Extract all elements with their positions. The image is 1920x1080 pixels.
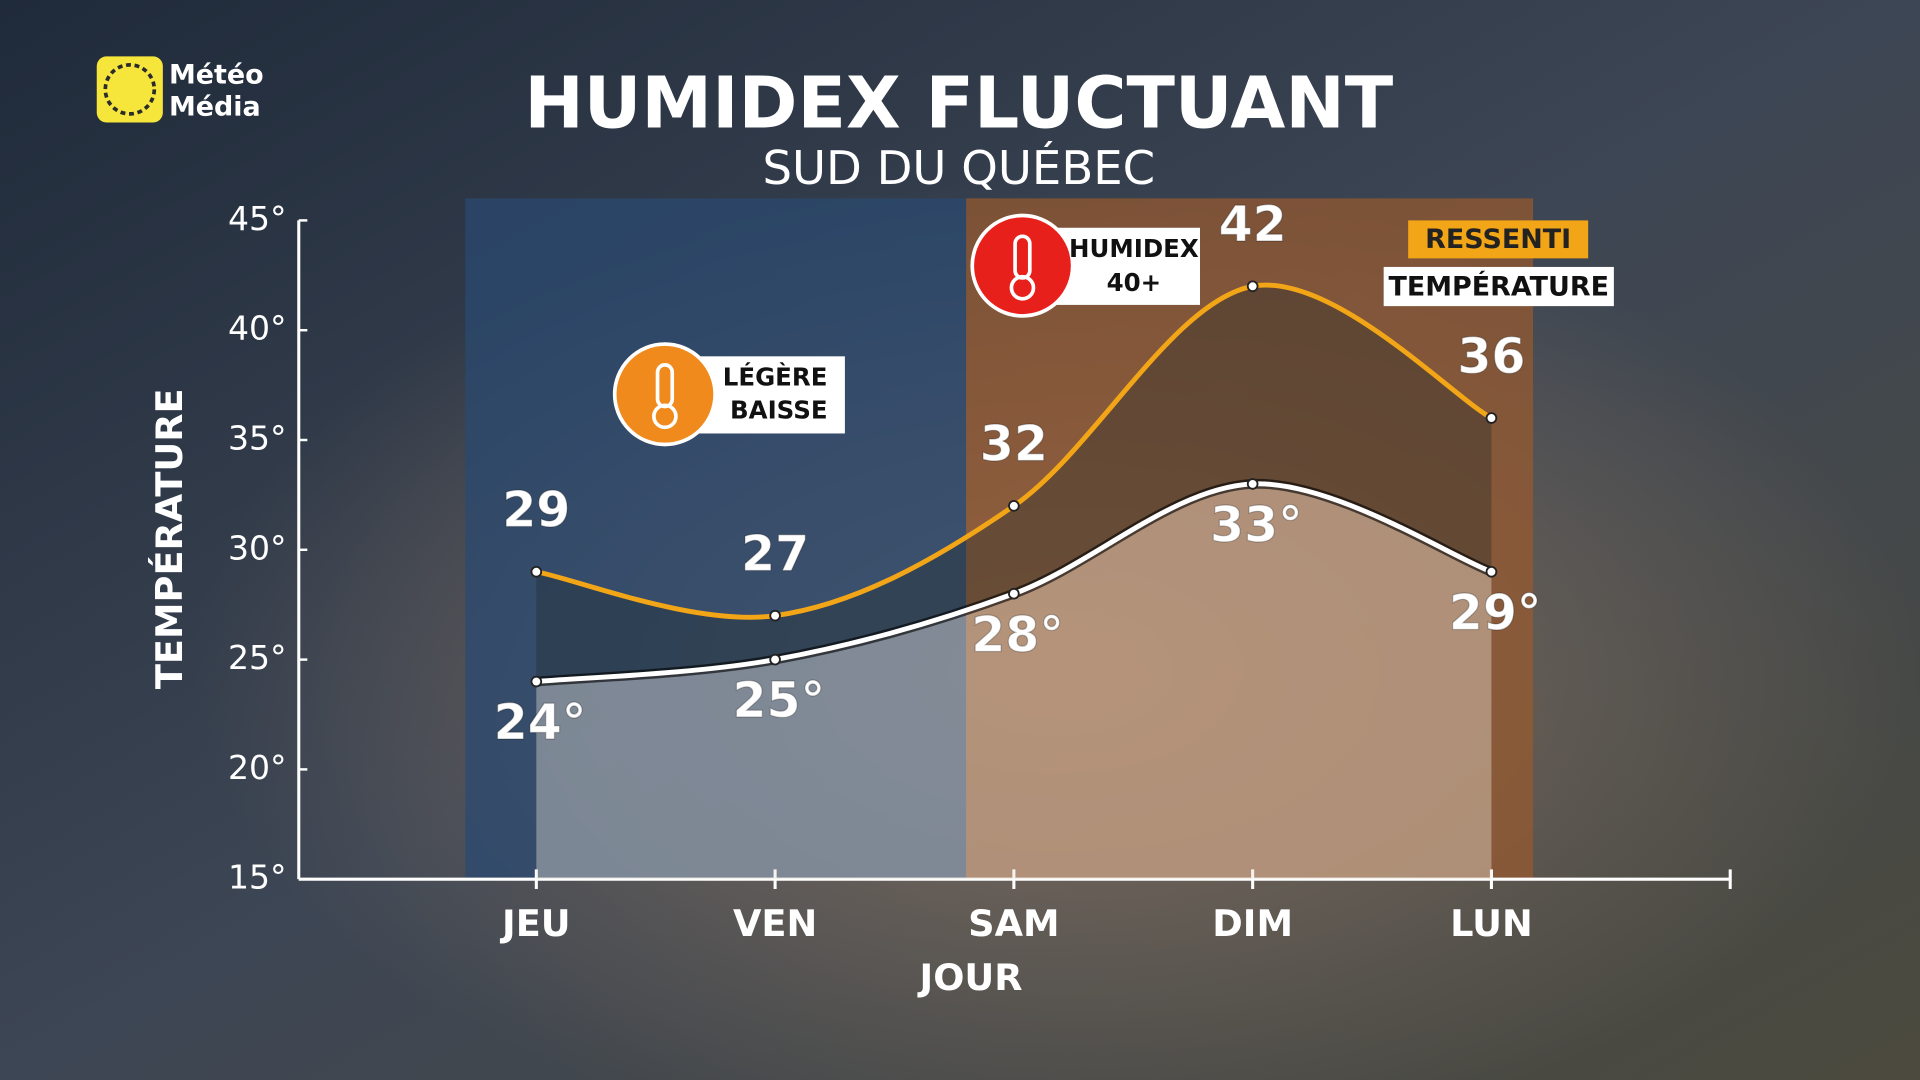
x-tick-label: LUN — [1450, 902, 1533, 945]
point — [1485, 412, 1498, 424]
point — [530, 675, 543, 688]
x-tick-label: VEN — [733, 902, 817, 945]
annotation-text: HUMIDEX — [1069, 234, 1199, 263]
point — [1008, 587, 1020, 600]
value-label: 29° — [1449, 584, 1542, 641]
hot-period-panel — [966, 198, 1534, 880]
value-label: 25° — [732, 672, 825, 729]
annotation-text: BAISSE — [730, 395, 828, 424]
temperature-area — [536, 483, 1492, 880]
point — [1008, 500, 1020, 512]
plot-area: 15° 20° 25° 30° 35° 40° 45° JEU VEN SAM DIM LUN 29 27… — [228, 195, 1732, 945]
y-tick-label: 15° — [228, 858, 287, 897]
value-label: 42 — [1219, 196, 1287, 253]
value-label: 36 — [1457, 328, 1525, 385]
point — [1485, 565, 1498, 578]
point — [769, 653, 781, 666]
y-tick-label: 25° — [228, 638, 287, 677]
logo-text: Météo — [169, 59, 264, 90]
value-label: 29 — [502, 481, 570, 538]
point — [530, 565, 543, 578]
point — [1246, 478, 1259, 490]
annotation-icon — [612, 342, 717, 447]
y-axis-label: TEMPÉRATURE — [147, 388, 191, 689]
x-axis-label: JOUR — [917, 956, 1023, 999]
line — [535, 282, 1493, 620]
annotation-text: 40+ — [1107, 268, 1162, 297]
y-tick-label: 40° — [228, 309, 287, 348]
annotation-text: LÉGÈRE — [723, 362, 828, 391]
y-tick-label: 35° — [228, 419, 287, 458]
value-label: 24° — [494, 694, 587, 751]
y-tick-label: 30° — [228, 528, 287, 567]
band-area — [536, 285, 1492, 682]
x-tick-label: DIM — [1212, 902, 1293, 945]
thermometer-bulb — [652, 403, 678, 430]
thermometer-bulb — [1009, 274, 1036, 301]
cool-period-panel — [465, 198, 967, 880]
x-tick-label: JEU — [499, 902, 571, 945]
y-tick-label: 20° — [228, 748, 287, 787]
logo-text: Média — [169, 91, 261, 122]
x-tick-label: SAM — [968, 902, 1059, 945]
legend-label: RESSENTI — [1425, 224, 1571, 255]
point — [1246, 280, 1259, 293]
value-label: 27 — [741, 525, 809, 582]
chart-subtitle: SUD DU QUÉBEC — [762, 141, 1155, 195]
value-label: 28° — [971, 606, 1064, 663]
value-label: 33° — [1210, 497, 1303, 554]
value-label: 32 — [980, 416, 1048, 473]
legend-box — [1383, 266, 1614, 307]
annotation-icon — [970, 213, 1075, 318]
chart-title: HUMIDEX FLUCTUANT — [524, 61, 1393, 144]
legend-box — [1408, 220, 1589, 259]
y-tick-label: 45° — [228, 199, 287, 238]
point — [769, 609, 781, 622]
legend-label: TEMPÉRATURE — [1389, 270, 1610, 302]
